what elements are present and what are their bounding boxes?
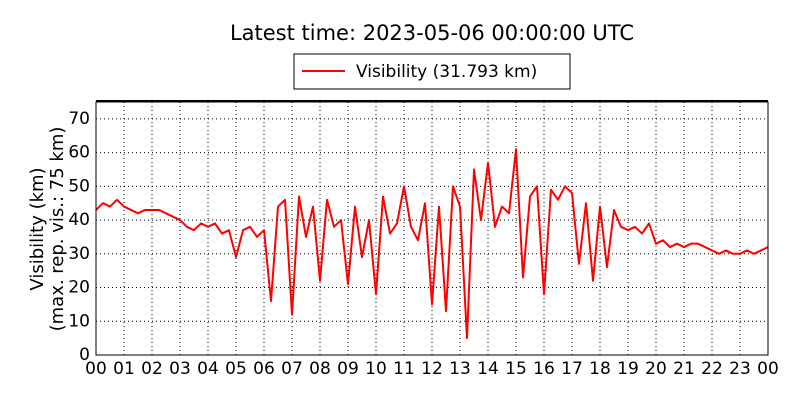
chart-title: Latest time: 2023-05-06 00:00:00 UTC: [230, 21, 634, 45]
data-line: [95, 148, 769, 340]
x-tick-label: 08: [309, 359, 331, 379]
x-tick-label: 23: [729, 359, 751, 379]
x-tick-label: 04: [197, 359, 219, 379]
x-tick-label: 01: [113, 359, 135, 379]
x-tick-label: 15: [505, 359, 527, 379]
x-tick-label: 13: [449, 359, 471, 379]
x-tick-label: 02: [141, 359, 163, 379]
y-tick-label: 0: [79, 345, 90, 365]
y-axis-label: Visibility (km): [27, 167, 48, 290]
x-tick-label: 16: [533, 359, 555, 379]
x-tick-label: 06: [253, 359, 275, 379]
x-tick-label: 03: [169, 359, 191, 379]
x-tick-label: 21: [673, 359, 695, 379]
x-tick-label: 10: [365, 359, 387, 379]
x-tick-label: 18: [589, 359, 611, 379]
x-tick-label: 00: [85, 359, 107, 379]
x-tick-label: 14: [477, 359, 499, 379]
x-tick-label: 07: [281, 359, 303, 379]
x-tick-label: 17: [561, 359, 583, 379]
x-tick-label: 20: [645, 359, 667, 379]
y-tick-label: 50: [68, 176, 90, 196]
x-tick-label: 19: [617, 359, 639, 379]
x-tick-label: 09: [337, 359, 359, 379]
x-tick-label: 00: [757, 359, 779, 379]
x-tick-label: 05: [225, 359, 247, 379]
y-tick-label: 20: [68, 278, 90, 298]
y-tick-label: 40: [68, 210, 90, 230]
y-axis-label: (max. rep. vis.: 75 km): [47, 127, 68, 332]
y-tick-label: 30: [68, 244, 90, 264]
y-tick-label: 10: [68, 311, 90, 331]
y-tick-label: 60: [68, 143, 90, 163]
x-tick-label: 12: [421, 359, 443, 379]
x-tick-label: 11: [393, 359, 415, 379]
x-tick-label: 22: [701, 359, 723, 379]
y-tick-label: 70: [68, 109, 90, 129]
legend-label: Visibility (31.793 km): [356, 62, 537, 82]
